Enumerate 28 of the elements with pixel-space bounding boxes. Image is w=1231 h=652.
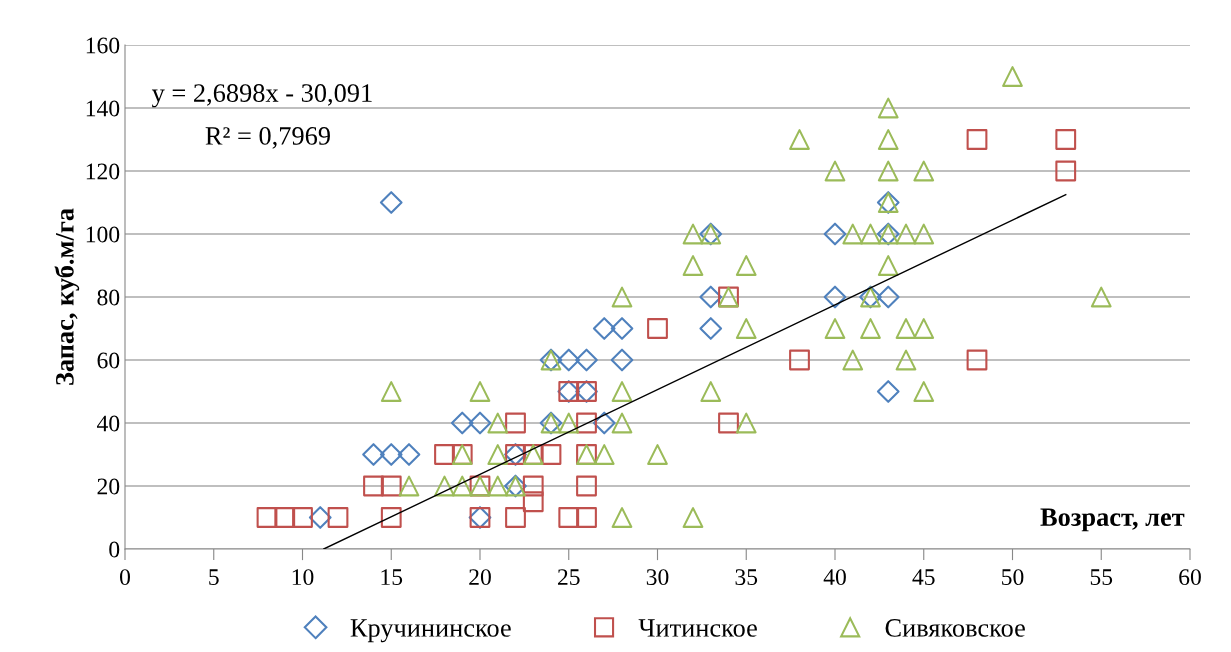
x-tick-label: 60 <box>1179 569 1201 586</box>
y-tick-label: 120 <box>86 163 120 180</box>
annotation: R² = 0,7969 <box>205 127 330 149</box>
x-tick-label: 15 <box>381 569 403 586</box>
x-tick-label: 50 <box>1002 569 1024 586</box>
x-tick-label: 25 <box>557 569 580 586</box>
x-tick-label: 55 <box>1090 569 1113 586</box>
x-tick-label: 45 <box>912 569 935 586</box>
y-tick-label: 160 <box>86 37 120 54</box>
legend-label: Читинское <box>638 619 757 637</box>
y-tick-label: 100 <box>86 226 120 243</box>
legend-label: Сивяковское <box>885 619 1025 637</box>
x-tick-label: 35 <box>735 569 758 586</box>
x-tick-label: 5 <box>209 569 219 586</box>
x-tick-label: 20 <box>469 569 491 586</box>
y-axis-title: Запас, куб.м/га <box>54 208 80 385</box>
x-tick-label: 10 <box>292 569 314 586</box>
y-tick-label: 40 <box>96 415 120 432</box>
x-tick-label: 40 <box>823 569 846 586</box>
y-tick-label: 140 <box>86 100 120 117</box>
annotation: y = 2,6898x - 30,091 <box>151 84 372 108</box>
y-tick-label: 0 <box>109 541 120 558</box>
x-axis-title: Возраст, лет <box>1040 508 1185 532</box>
legend-label: Кручининское <box>350 619 511 643</box>
x-tick-label: 30 <box>646 569 669 586</box>
y-tick-label: 80 <box>97 289 120 306</box>
y-tick-label: 20 <box>97 478 120 495</box>
y-tick-label: 60 <box>97 352 120 369</box>
